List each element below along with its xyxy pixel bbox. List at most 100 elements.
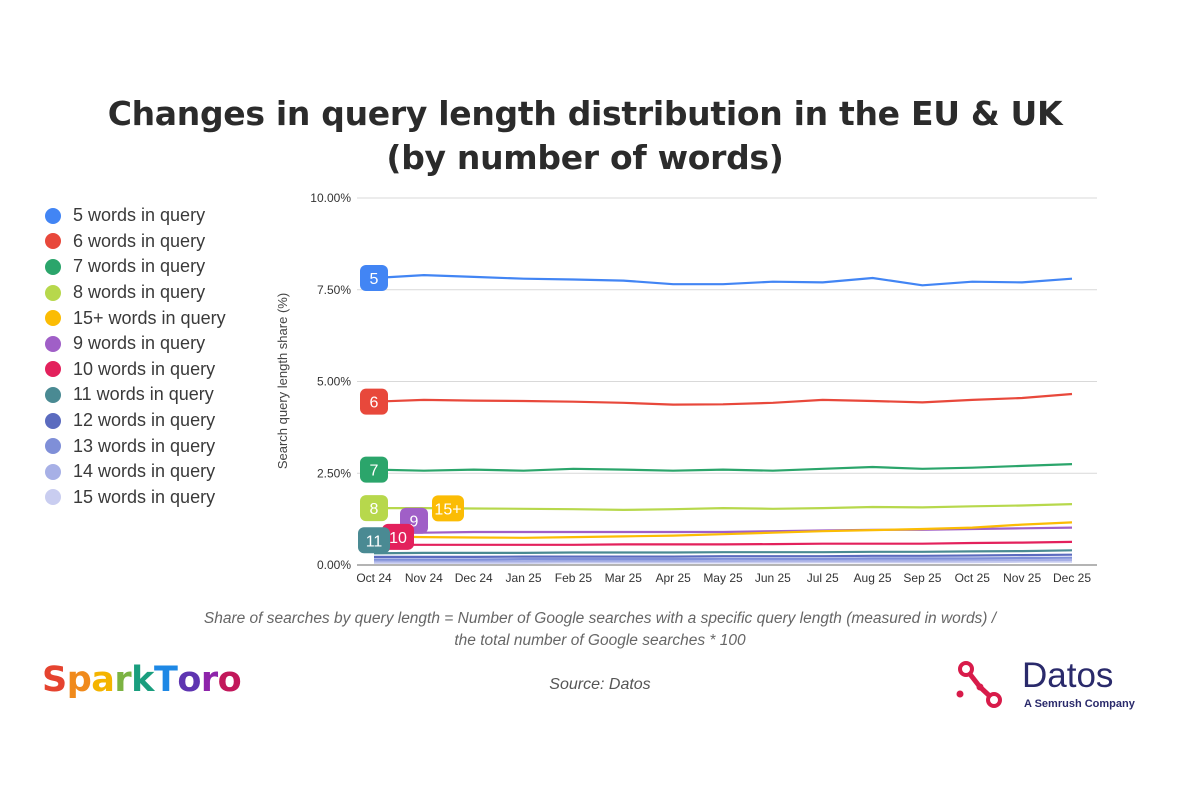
- legend-item: 9 words in query: [45, 331, 226, 357]
- legend-item: 5 words in query: [45, 203, 226, 229]
- sparktoro-logo: SparkToro: [42, 660, 242, 700]
- y-tick-label: 7.50%: [317, 283, 351, 297]
- legend-swatch: [45, 463, 61, 480]
- sparktoro-letter: k: [131, 660, 154, 700]
- legend-swatch: [45, 438, 61, 455]
- legend-swatch: [45, 258, 61, 275]
- x-tick-label: Jan 25: [506, 571, 542, 585]
- x-tick-label: Mar 25: [605, 571, 643, 585]
- legend-swatch: [45, 489, 61, 506]
- sparktoro-letter: o: [217, 660, 242, 700]
- footnote-line2: the total number of Google searches * 10…: [454, 632, 746, 649]
- series-line: [373, 274, 1073, 287]
- legend-label: 9 words in query: [73, 333, 206, 354]
- legend-swatch: [45, 310, 61, 327]
- series-badge: [432, 495, 464, 522]
- x-tick-label: May 25: [703, 571, 743, 585]
- series-line: [373, 392, 1073, 406]
- legend-item: 7 words in query: [45, 254, 226, 280]
- x-tick-label: Feb 25: [555, 571, 593, 585]
- legend-swatch: [45, 361, 61, 378]
- series-line: [374, 560, 1072, 564]
- x-tick-label: Oct 25: [955, 571, 991, 585]
- x-tick-label: Nov 24: [405, 571, 443, 585]
- y-axis-title: Search query length share (%): [275, 293, 290, 469]
- series-badge-label: 9: [410, 514, 419, 531]
- legend-swatch: [45, 335, 61, 352]
- series-line: [373, 521, 1073, 539]
- series-badge: [360, 265, 388, 292]
- legend-item: 6 words in query: [45, 229, 226, 255]
- x-tick-label: Jul 25: [807, 571, 839, 585]
- series-badge-label: 10: [389, 530, 407, 547]
- series-badge-label: 6: [370, 395, 379, 412]
- legend: 5 words in query 6 words in query 7 words …: [45, 203, 226, 510]
- series-badge: [360, 495, 388, 522]
- legend-label: 11 words in query: [73, 384, 214, 405]
- sparktoro-letter: p: [66, 660, 92, 700]
- x-tick-label: Dec 25: [1053, 571, 1091, 585]
- x-tick-label: Aug 25: [854, 571, 892, 585]
- legend-label: 7 words in query: [73, 256, 206, 277]
- series-badge: [358, 527, 390, 554]
- sparktoro-letter: a: [91, 660, 115, 700]
- datos-logo-text: Datos: [1022, 656, 1114, 695]
- series-line: [374, 540, 1073, 546]
- x-tick-label: Dec 24: [455, 571, 493, 585]
- legend-label: 6 words in query: [73, 230, 206, 251]
- series-line: [374, 553, 1073, 559]
- legend-item: 13 words in query: [45, 433, 226, 459]
- x-tick-label: Sep 25: [903, 571, 941, 585]
- chart-title-line2: (by number of words): [386, 138, 784, 177]
- x-tick-label: Oct 24: [356, 571, 392, 585]
- legend-item: 10 words in query: [45, 357, 226, 383]
- y-tick-label: 5.00%: [317, 375, 351, 389]
- legend-label: 15+ words in query: [73, 307, 226, 328]
- legend-item: 15+ words in query: [45, 305, 226, 331]
- datos-network-icon: [956, 661, 1002, 708]
- sparktoro-letter: S: [42, 660, 67, 700]
- series-badge: [360, 456, 388, 483]
- legend-label: 15 words in query: [73, 486, 216, 507]
- series-line: [373, 463, 1073, 472]
- legend-swatch: [45, 233, 61, 250]
- series-badge: [360, 388, 388, 415]
- legend-label: 12 words in query: [73, 410, 216, 431]
- series-line: [374, 526, 1073, 534]
- series-badge-label: 8: [370, 501, 379, 518]
- sparktoro-letter: o: [177, 660, 201, 700]
- legend-item: 12 words in query: [45, 408, 226, 434]
- legend-swatch: [45, 412, 61, 429]
- chart-title-line1: Changes in query length distribution in …: [107, 94, 1063, 133]
- legend-item: 8 words in query: [45, 280, 226, 306]
- x-tick-label: Jun 25: [755, 571, 791, 585]
- legend-swatch: [45, 386, 61, 403]
- sparktoro-letter: r: [114, 660, 132, 700]
- legend-label: 10 words in query: [73, 358, 216, 379]
- series-badge-label: 15+: [434, 501, 461, 518]
- chart-title: Changes in query length distribution in …: [0, 92, 1170, 180]
- legend-swatch: [45, 284, 61, 301]
- series-badge-label: 7: [370, 463, 379, 480]
- x-tick-label: Apr 25: [655, 571, 691, 585]
- datos-tagline: A Semrush Company: [1024, 698, 1135, 710]
- series-badge-label: 5: [370, 271, 379, 288]
- sparktoro-letter: T: [153, 660, 178, 700]
- legend-label: 14 words in query: [73, 461, 216, 482]
- legend-item: 11 words in query: [45, 382, 226, 408]
- y-tick-label: 0.00%: [317, 558, 351, 572]
- source-note: Source: Datos: [549, 676, 651, 693]
- series-line: [374, 556, 1073, 561]
- x-tick-label: Nov 25: [1003, 571, 1041, 585]
- series-line: [374, 503, 1073, 511]
- y-tick-label: 2.50%: [317, 466, 351, 480]
- footnote-line1: Share of searches by query length = Numb…: [203, 610, 997, 627]
- series-line: [373, 549, 1073, 555]
- series-badge-label: 11: [366, 533, 383, 550]
- legend-label: 13 words in query: [73, 435, 216, 456]
- series-line: [374, 558, 1073, 563]
- y-tick-label: 10.00%: [310, 191, 351, 205]
- legend-item: 14 words in query: [45, 459, 226, 485]
- legend-label: 8 words in query: [73, 282, 206, 303]
